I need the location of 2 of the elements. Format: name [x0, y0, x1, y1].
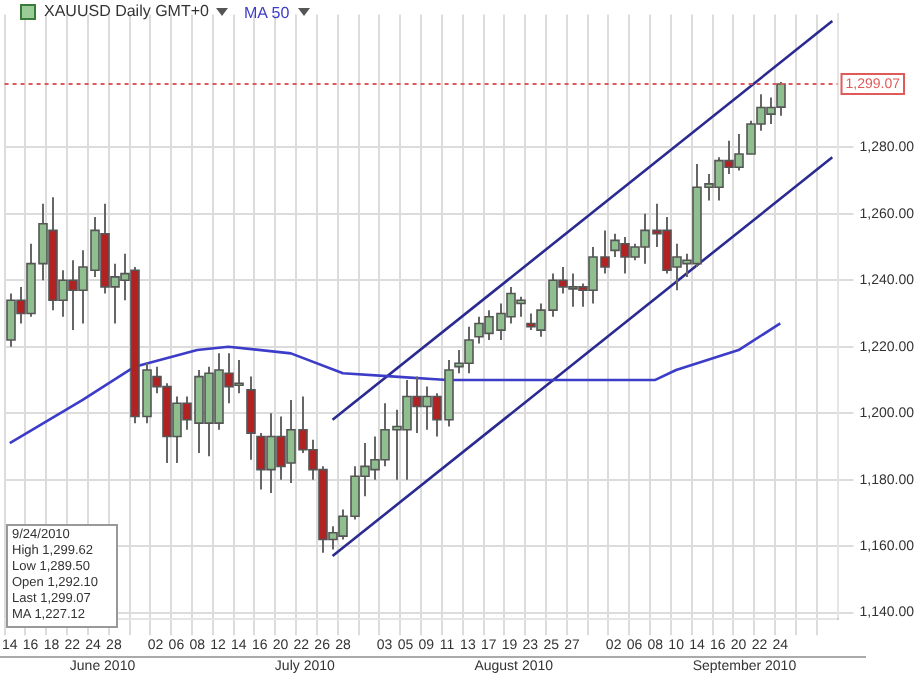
chart-title: XAUUSD Daily GMT+0 — [44, 2, 209, 20]
text: MA 50 — [244, 3, 290, 21]
